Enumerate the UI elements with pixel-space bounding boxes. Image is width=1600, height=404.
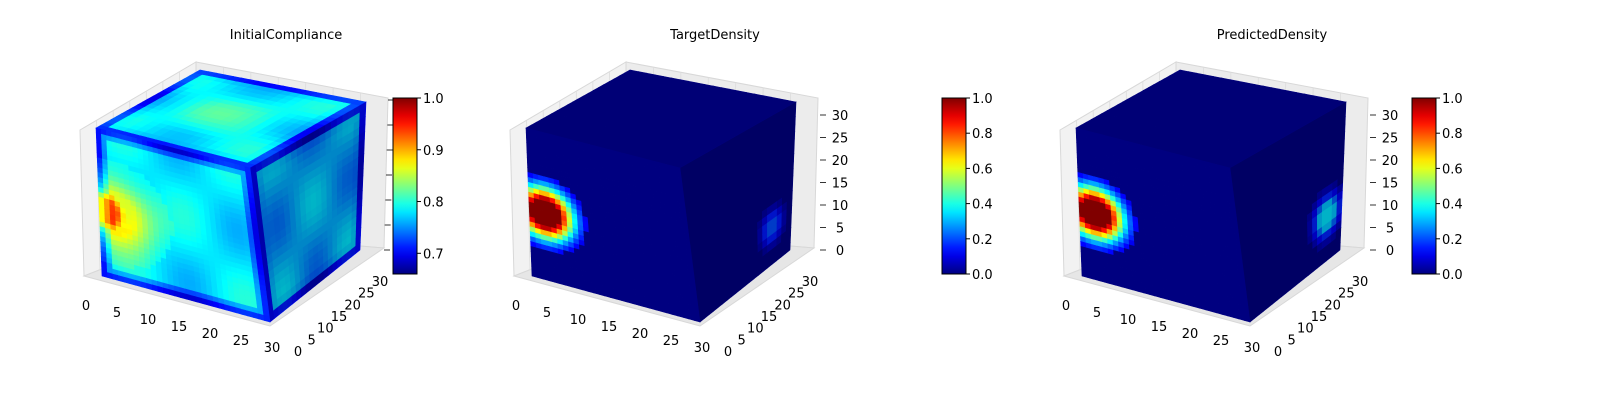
colorbar-gradient [393,98,417,274]
x-tick-label: 20 [632,327,649,342]
y-tick-label: 0 [724,345,732,360]
x-tick-label: 30 [264,341,281,356]
colorbar-tick-label: 0.2 [972,233,993,248]
colorbar-tick-label: 0.7 [423,247,444,262]
x-tick-label: 15 [601,320,618,335]
z-tick-label: 0 [836,244,844,259]
y-tick-label: 30 [802,275,819,290]
x-tick-label: 30 [694,341,711,356]
x-tick-label: 0 [82,299,90,314]
chart-title: PredictedDensity [1217,28,1328,43]
colorbar-gradient [942,98,966,274]
z-tick-label: 25 [832,132,849,147]
colorbar-tick-label: 1.0 [972,92,993,107]
z-tick-label: 20 [832,154,849,169]
x-tick-label: 25 [233,334,250,349]
colorbar: 0.0 0.2 0.4 0.6 0.8 1.0 [942,92,993,283]
y-tick-label: 5 [738,333,746,348]
chart-title: TargetDensity [669,28,760,43]
y-tick-label: 5 [308,333,316,348]
y-tick-label: 0 [294,345,302,360]
x-tick-label: 25 [663,334,680,349]
x-tick-label: 10 [570,313,587,328]
x-tick-label: 0 [512,299,520,314]
colorbar: 0.7 0.8 0.9 1.0 [393,92,444,274]
x-tick-label: 5 [543,306,551,321]
colorbar-tick-label: 0.6 [972,162,993,177]
colorbar-tick-label: 0.8 [972,127,993,142]
colorbar-tick-label: 0.9 [423,144,444,159]
x-tick-label: 10 [140,313,157,328]
z-tick-label: 5 [836,222,844,237]
chart-title: InitialCompliance [230,28,343,43]
x-tick-label: 5 [113,306,121,321]
z-tick-label: 15 [832,177,849,192]
colorbar-tick-label: 0.4 [972,198,993,213]
colorbar-tick-label: 1.0 [423,92,444,107]
z-tick-label: 10 [832,199,849,214]
colorbar-tick-label: 0.8 [423,196,444,211]
colorbar-tick-label: 0.0 [972,268,993,283]
x-tick-label: 15 [171,320,188,335]
x-tick-label: 20 [202,327,219,342]
y-tick-label: 30 [372,275,389,290]
z-tick-label: 30 [832,109,849,124]
